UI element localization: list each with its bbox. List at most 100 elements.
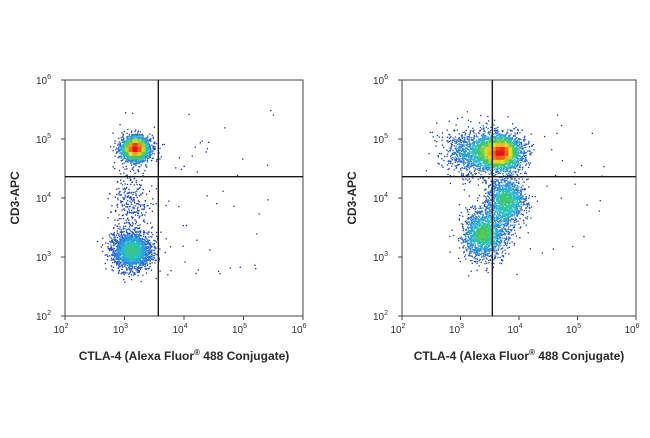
event-point <box>115 250 118 252</box>
event-point <box>126 150 129 152</box>
event-point <box>151 226 153 228</box>
event-point <box>153 126 156 128</box>
event-point <box>144 242 146 244</box>
event-point <box>122 228 125 230</box>
event-point <box>131 164 133 166</box>
event-point <box>148 256 151 258</box>
event-point <box>170 270 172 272</box>
event-point <box>126 246 128 248</box>
event-point <box>125 256 127 258</box>
event-point <box>122 236 124 239</box>
event-point <box>140 249 142 251</box>
event-point <box>123 252 125 254</box>
event-point <box>135 158 137 161</box>
event-point <box>138 243 140 246</box>
event-point <box>127 141 129 143</box>
event-point <box>117 225 119 227</box>
event-point <box>136 190 138 192</box>
event-point <box>121 237 123 240</box>
event-point <box>145 143 147 145</box>
event-point <box>144 260 146 262</box>
event-point <box>127 258 129 260</box>
event-point <box>144 253 146 256</box>
event-point <box>137 148 139 150</box>
event-point <box>109 249 111 252</box>
event-point <box>133 139 136 142</box>
event-point <box>144 237 146 239</box>
event-point <box>132 228 134 231</box>
event-point <box>142 175 144 177</box>
event-point <box>152 256 154 258</box>
event-point <box>131 234 133 236</box>
event-point <box>152 259 154 261</box>
event-point <box>120 247 122 249</box>
event-point <box>126 161 129 163</box>
event-point <box>140 147 142 149</box>
event-point <box>129 250 131 253</box>
event-point <box>138 234 140 236</box>
event-point <box>126 272 128 274</box>
event-point <box>145 147 147 149</box>
event-point <box>137 260 139 262</box>
event-point <box>117 143 120 145</box>
event-point <box>111 247 113 249</box>
event-point <box>137 270 139 272</box>
event-point <box>114 254 116 256</box>
event-point <box>117 272 120 274</box>
event-point <box>145 164 147 166</box>
event-point <box>137 160 139 163</box>
event-point <box>129 206 131 208</box>
event-point <box>129 212 131 214</box>
event-point <box>137 141 139 144</box>
event-point <box>150 227 153 229</box>
event-point <box>134 191 136 193</box>
event-point <box>197 269 199 271</box>
event-point <box>119 143 121 145</box>
event-point <box>131 168 133 170</box>
event-point <box>125 165 127 168</box>
event-point <box>129 245 131 247</box>
event-point <box>146 143 148 145</box>
event-point <box>123 240 125 242</box>
event-point <box>127 233 129 235</box>
event-point <box>125 239 127 241</box>
event-point <box>118 223 120 225</box>
event-point <box>132 242 135 244</box>
event-point <box>127 236 129 238</box>
event-point <box>138 133 141 136</box>
event-point <box>138 154 140 156</box>
event-point <box>135 263 137 265</box>
event-point <box>131 240 134 242</box>
event-point <box>147 240 149 242</box>
event-point <box>143 238 145 241</box>
event-point <box>150 242 152 244</box>
event-point <box>147 241 149 243</box>
event-point <box>125 144 128 146</box>
event-point <box>114 260 116 262</box>
event-point <box>132 216 134 219</box>
event-point <box>153 239 155 241</box>
event-point <box>122 188 124 190</box>
event-point <box>126 155 128 157</box>
event-point <box>124 245 127 247</box>
event-point <box>139 152 141 154</box>
event-point <box>137 151 139 154</box>
event-point <box>143 208 145 210</box>
event-point <box>132 160 134 162</box>
event-point <box>119 261 121 263</box>
event-point <box>127 159 129 161</box>
event-point <box>121 149 123 151</box>
event-point <box>139 215 141 218</box>
event-point <box>125 156 127 158</box>
event-point <box>135 211 137 213</box>
event-point <box>167 274 169 276</box>
event-point <box>149 150 152 152</box>
event-point <box>131 181 133 183</box>
event-point <box>132 199 135 201</box>
event-point <box>130 260 132 263</box>
event-point <box>133 197 135 199</box>
event-point <box>139 238 141 240</box>
event-point <box>128 196 130 199</box>
event-point <box>134 135 137 137</box>
event-point <box>133 198 135 200</box>
